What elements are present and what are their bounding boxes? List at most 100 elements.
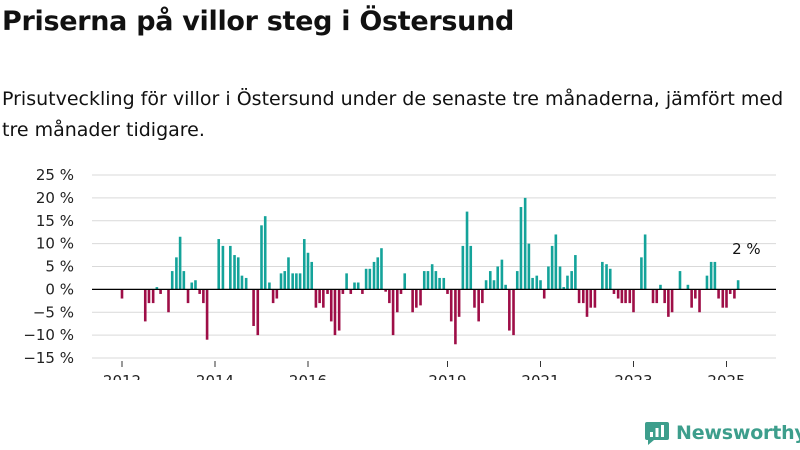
bar bbox=[279, 273, 283, 290]
bar bbox=[322, 289, 325, 308]
bar bbox=[512, 289, 515, 336]
bar bbox=[426, 271, 430, 290]
bar bbox=[159, 289, 162, 294]
bar bbox=[454, 289, 457, 345]
bar bbox=[202, 289, 205, 304]
bar bbox=[143, 289, 147, 322]
bar bbox=[527, 243, 531, 290]
bar bbox=[492, 280, 496, 290]
bar bbox=[500, 259, 504, 290]
bar bbox=[326, 289, 329, 294]
y-tick-label: 5 % bbox=[45, 258, 74, 276]
bar bbox=[519, 207, 523, 290]
bar bbox=[287, 257, 290, 290]
x-tick-label: 2016 bbox=[289, 372, 327, 380]
bar bbox=[419, 289, 422, 306]
bar bbox=[461, 245, 465, 290]
bar bbox=[252, 289, 255, 326]
bar bbox=[698, 289, 701, 313]
bar bbox=[593, 289, 597, 308]
bar-chart: 25 % 20 % 15 % 10 % 5 % 0 % −5 % −10 % −15 % 2012… bbox=[23, 166, 776, 380]
bar bbox=[469, 245, 473, 290]
bar bbox=[318, 289, 321, 304]
bar bbox=[484, 280, 488, 290]
bar bbox=[446, 289, 449, 294]
bar bbox=[403, 273, 407, 290]
bar bbox=[570, 271, 573, 290]
bar bbox=[640, 257, 643, 290]
bar bbox=[542, 289, 546, 299]
bar bbox=[233, 255, 236, 290]
y-tick-label: 25 % bbox=[36, 166, 74, 184]
bar bbox=[481, 289, 484, 304]
bar bbox=[686, 284, 690, 290]
bar bbox=[488, 271, 492, 290]
bar bbox=[364, 268, 368, 290]
gridlines bbox=[92, 174, 776, 359]
x-tick-label: 2021 bbox=[521, 372, 559, 380]
bar bbox=[515, 271, 519, 290]
bar bbox=[329, 289, 333, 322]
bar bbox=[523, 197, 527, 290]
bar bbox=[733, 289, 736, 299]
bar bbox=[341, 289, 345, 294]
bar bbox=[182, 271, 186, 290]
bar bbox=[589, 289, 593, 308]
x-tick-label: 2023 bbox=[614, 372, 652, 380]
bar bbox=[353, 282, 356, 290]
bar bbox=[601, 261, 604, 290]
bar bbox=[655, 289, 659, 304]
bar bbox=[368, 268, 372, 290]
bar bbox=[295, 273, 298, 290]
bar bbox=[167, 289, 170, 313]
bar bbox=[229, 245, 232, 290]
newsworthy-logo: Newsworthy bbox=[644, 420, 800, 446]
bar bbox=[310, 261, 314, 290]
bar bbox=[190, 282, 194, 290]
bar bbox=[438, 277, 441, 290]
bar bbox=[221, 245, 225, 290]
bar bbox=[198, 289, 201, 294]
bar bbox=[434, 271, 438, 290]
bar bbox=[217, 239, 221, 290]
bar bbox=[670, 289, 674, 313]
bar bbox=[298, 273, 302, 290]
bar bbox=[356, 282, 360, 290]
axis-labels: 25 % 20 % 15 % 10 % 5 % 0 % −5 % −10 % −15 % 2012… bbox=[23, 166, 760, 380]
bar bbox=[345, 273, 348, 290]
bar bbox=[155, 287, 159, 290]
bar bbox=[709, 261, 713, 290]
bar bbox=[391, 289, 395, 336]
bar bbox=[539, 280, 542, 290]
bar bbox=[717, 289, 720, 299]
bar bbox=[372, 261, 376, 290]
bar bbox=[175, 257, 178, 290]
bar bbox=[120, 289, 124, 299]
bar bbox=[558, 266, 562, 290]
bar bbox=[376, 257, 380, 290]
x-tick-label: 2025 bbox=[707, 372, 745, 380]
bar bbox=[395, 289, 399, 313]
bar bbox=[608, 268, 612, 290]
bar bbox=[690, 289, 693, 308]
bar bbox=[496, 266, 500, 290]
bar bbox=[256, 289, 260, 336]
bar bbox=[442, 277, 446, 290]
x-tick-label: 2012 bbox=[103, 372, 141, 380]
bar bbox=[268, 282, 271, 290]
bar bbox=[574, 255, 577, 290]
bar-series bbox=[120, 197, 740, 345]
y-tick-label: −5 % bbox=[33, 303, 74, 321]
bar bbox=[380, 248, 383, 290]
bar bbox=[678, 271, 682, 290]
logo-text: Newsworthy bbox=[676, 422, 800, 444]
bar bbox=[585, 289, 589, 317]
bar bbox=[566, 275, 569, 290]
bar-chart-logo-icon bbox=[645, 422, 669, 445]
bar bbox=[263, 216, 267, 290]
x-tick-label: 2014 bbox=[196, 372, 234, 380]
bar bbox=[449, 289, 453, 322]
bar bbox=[628, 289, 632, 304]
bar bbox=[349, 289, 353, 294]
bar bbox=[581, 289, 585, 304]
